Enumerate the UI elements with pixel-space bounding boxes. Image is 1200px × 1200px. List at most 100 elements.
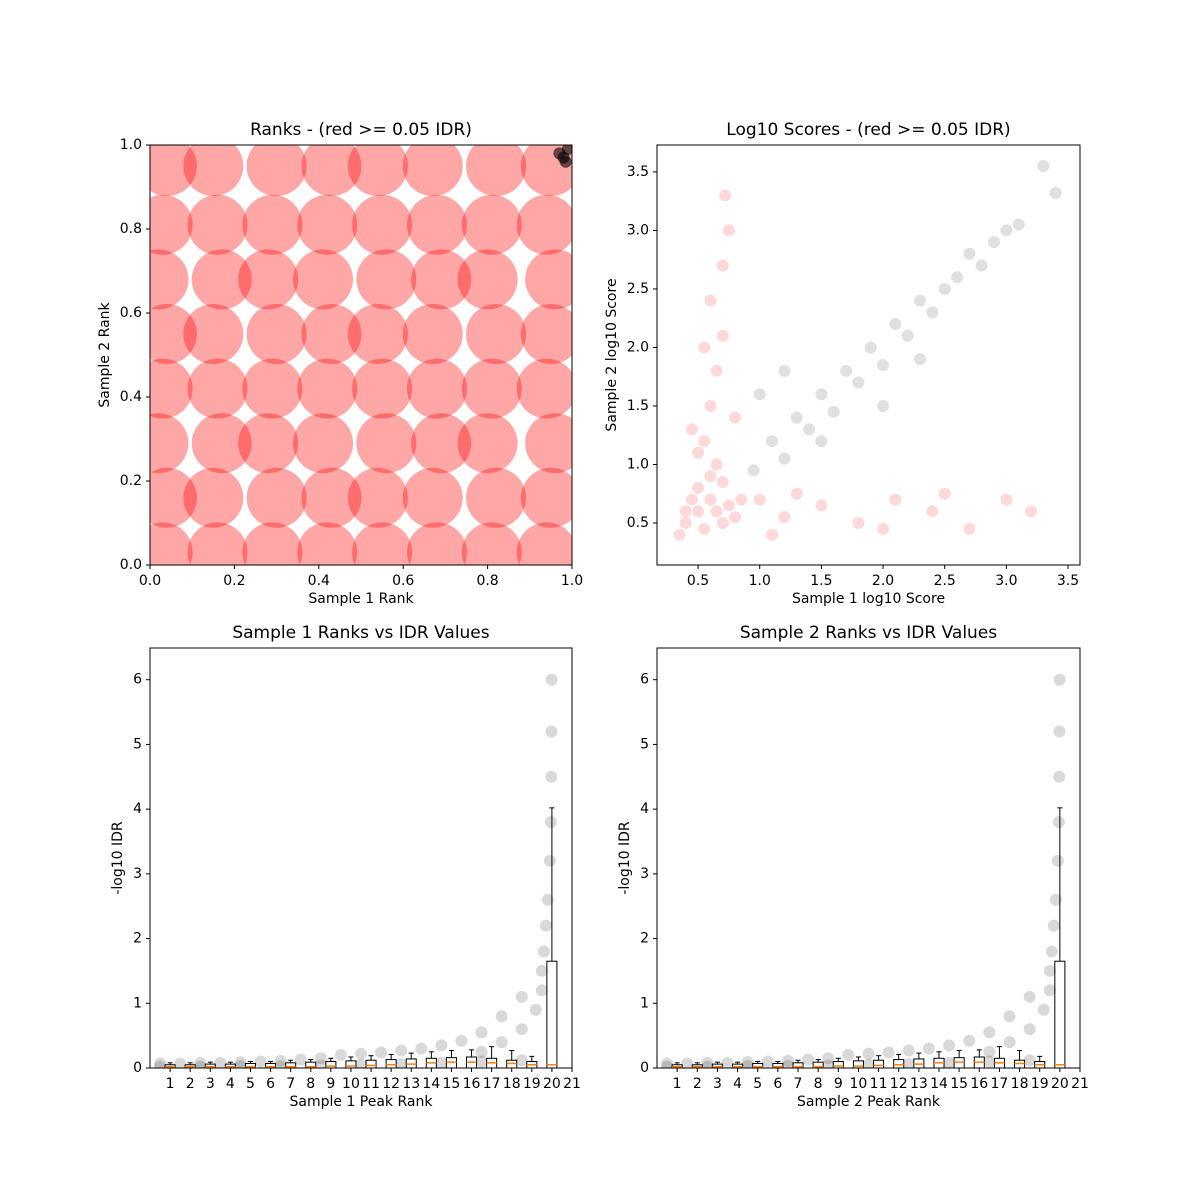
point — [529, 1003, 542, 1016]
y-tick-label: 3 — [133, 866, 142, 882]
point — [864, 341, 877, 354]
plot-area — [154, 673, 558, 1068]
point — [1053, 770, 1066, 783]
point — [1043, 984, 1056, 997]
x-tick-label: 0.2 — [223, 573, 245, 589]
point — [475, 1026, 488, 1039]
subplot: 1 2 3 4 5 6 7 8 9 10 11 12 13 14 15 16 17 18 19 20 210123456… — [110, 623, 581, 1110]
point — [827, 405, 840, 418]
point — [402, 467, 463, 528]
point — [747, 464, 760, 477]
y-axis-label: Sample 2 log10 Score — [604, 278, 620, 431]
point — [1049, 186, 1062, 199]
point — [355, 1058, 367, 1068]
point — [778, 511, 791, 524]
x-axis-label: Sample 2 Peak Rank — [797, 1094, 941, 1110]
point — [297, 194, 358, 255]
point — [435, 1039, 448, 1052]
point — [802, 1053, 815, 1066]
point — [761, 1055, 774, 1068]
point — [559, 155, 572, 168]
x-tick-label: 3 — [206, 1076, 215, 1092]
subplot-title: Log10 Scores - (red >= 0.05 IDR) — [726, 120, 1010, 140]
point — [914, 294, 927, 307]
point — [1053, 725, 1066, 738]
point — [274, 1054, 287, 1067]
x-tick-label: 1.5 — [810, 573, 832, 589]
point — [692, 505, 705, 518]
point — [842, 1049, 855, 1062]
axes-frame — [656, 144, 1081, 566]
point — [314, 1059, 327, 1068]
point — [803, 423, 816, 436]
point — [466, 467, 527, 528]
point — [753, 388, 766, 401]
point — [545, 770, 558, 783]
point — [545, 725, 558, 738]
point — [951, 271, 964, 284]
point — [301, 145, 362, 196]
point — [1045, 945, 1058, 958]
x-tick-label: 6 — [266, 1076, 275, 1092]
x-tick-label: 13 — [910, 1076, 928, 1092]
point — [1023, 1054, 1036, 1067]
point — [781, 1054, 794, 1067]
point — [234, 1060, 247, 1068]
point — [242, 522, 303, 565]
point — [352, 358, 413, 419]
x-tick-label: 11 — [362, 1076, 380, 1092]
point — [214, 1056, 227, 1068]
y-tick-label: 1 — [133, 995, 142, 1011]
x-tick-label: 1 — [673, 1076, 682, 1092]
subplot: 0.0 0.2 0.4 0.6 0.8 1.0 0.0 0.2 0.4 0.6 0.8 1.0 Rank… — [97, 120, 583, 607]
y-tick-label: 1.0 — [120, 137, 142, 153]
point — [902, 1058, 915, 1068]
point — [495, 1010, 508, 1023]
y-tick-label: 3.5 — [627, 164, 649, 180]
point — [466, 145, 527, 196]
point — [191, 249, 252, 310]
point — [716, 329, 729, 342]
point — [938, 487, 951, 500]
point — [983, 1026, 996, 1039]
point — [1049, 893, 1062, 906]
point — [545, 673, 558, 686]
point — [150, 467, 197, 528]
point — [150, 304, 197, 364]
point — [729, 411, 742, 424]
x-tick-label: 9 — [834, 1076, 843, 1092]
point — [943, 1039, 956, 1052]
point — [515, 990, 528, 1003]
point — [234, 1056, 247, 1068]
point — [679, 516, 692, 529]
point — [150, 358, 193, 419]
point — [293, 249, 354, 310]
x-tick-label: 18 — [503, 1076, 521, 1092]
x-tick-label: 8 — [814, 1076, 823, 1092]
x-tick-label: 4 — [733, 1076, 742, 1092]
y-tick-label: 6 — [133, 672, 142, 688]
x-tick-label: 20 — [543, 1076, 561, 1092]
point — [902, 1044, 915, 1057]
point — [254, 1055, 267, 1068]
point — [1047, 919, 1060, 932]
x-tick-label: 10 — [850, 1076, 868, 1092]
x-tick-label: 8 — [306, 1076, 315, 1092]
point — [862, 1047, 875, 1060]
point — [781, 1060, 794, 1068]
point — [704, 294, 717, 307]
point — [1037, 1003, 1050, 1016]
x-tick-label: 19 — [1031, 1076, 1049, 1092]
point — [926, 306, 939, 319]
point — [701, 1060, 714, 1068]
point — [475, 1055, 488, 1068]
point — [294, 1053, 307, 1066]
x-tick-label: 2 — [186, 1076, 195, 1092]
point — [355, 1047, 367, 1060]
y-tick-label: 0.2 — [120, 473, 142, 489]
axes-frame — [149, 647, 573, 1069]
point — [520, 304, 572, 364]
point — [889, 493, 902, 506]
point — [495, 1036, 508, 1049]
y-tick-label: 0.4 — [120, 389, 142, 405]
